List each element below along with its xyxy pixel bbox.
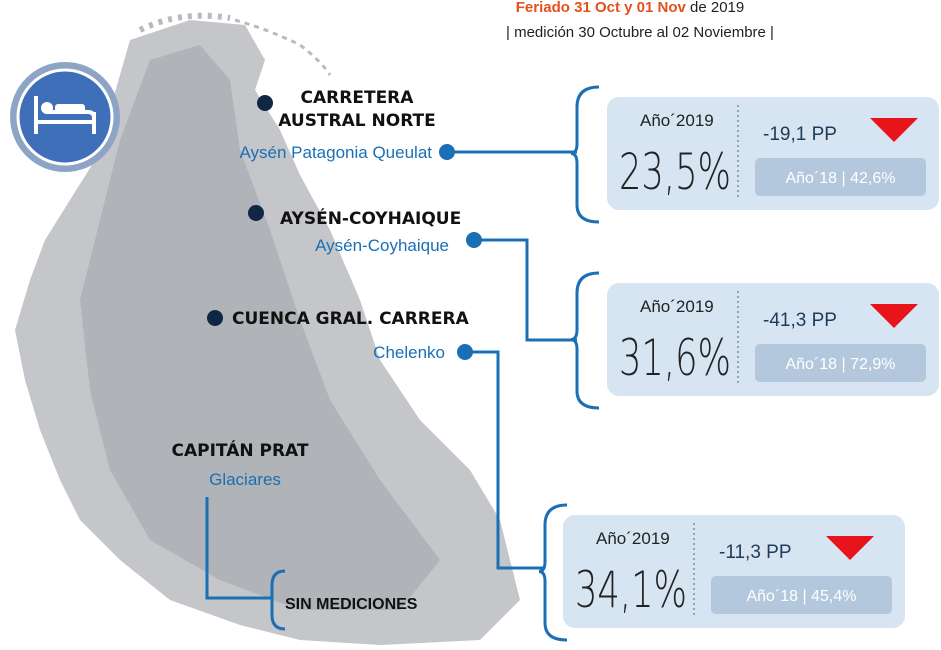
bed-icon [10,62,120,172]
map [15,12,520,645]
header: Feriado 31 Oct y 01 Nov de 2019 [516,0,744,16]
region-sub: Aysén-Coyhaique [315,236,449,255]
region-name: CARRETERA [301,88,415,108]
link [205,497,272,600]
region-name: AYSÉN-COYHAIQUE [280,207,461,229]
header-highlight: Feriado 31 Oct y 01 Nov [516,0,687,16]
year: Año´2019 [596,529,670,548]
previous-box [755,344,926,382]
bracket [570,85,600,224]
previous: Año´18 | 45,4% [746,588,856,605]
previous-box [711,576,892,614]
region-name: CAPITÁN PRAT [172,439,309,461]
region-name: CUENCA GRAL. CARRERA [232,309,470,329]
value: 34,1% [575,561,687,619]
change: -41,3 PP [763,310,837,331]
no-data: SIN MEDICIONES [285,596,418,613]
down-arrow [826,536,874,560]
dot [457,344,473,360]
change: -19,1 PP [763,124,837,145]
down-arrow [870,118,918,142]
bracket [538,503,568,642]
dot [439,144,455,160]
header-rest: de 2019 [686,0,744,16]
value: 31,6% [619,329,731,387]
dot [257,95,273,111]
previous: Año´18 | 42,6% [785,170,895,187]
link [474,238,577,342]
subtitle: | medición 30 Octubre al 02 Noviembre | [506,24,774,41]
link [465,350,545,570]
bracket [570,271,600,410]
dot [466,232,482,248]
region-name: AUSTRAL NORTE [278,111,436,131]
bracket [270,569,286,631]
year: Año´2019 [640,111,714,130]
region-sub: Glaciares [209,470,281,489]
region-sub: Aysén Patagonia Queulat [240,143,433,162]
dot [207,310,223,326]
region-sub: Chelenko [373,343,445,362]
dot [248,205,264,221]
down-arrow [870,304,918,328]
previous: Año´18 | 72,9% [785,356,895,373]
previous-box [755,158,926,196]
year: Año´2019 [640,297,714,316]
change: -11,3 PP [719,542,792,563]
value: 23,5% [619,143,731,201]
